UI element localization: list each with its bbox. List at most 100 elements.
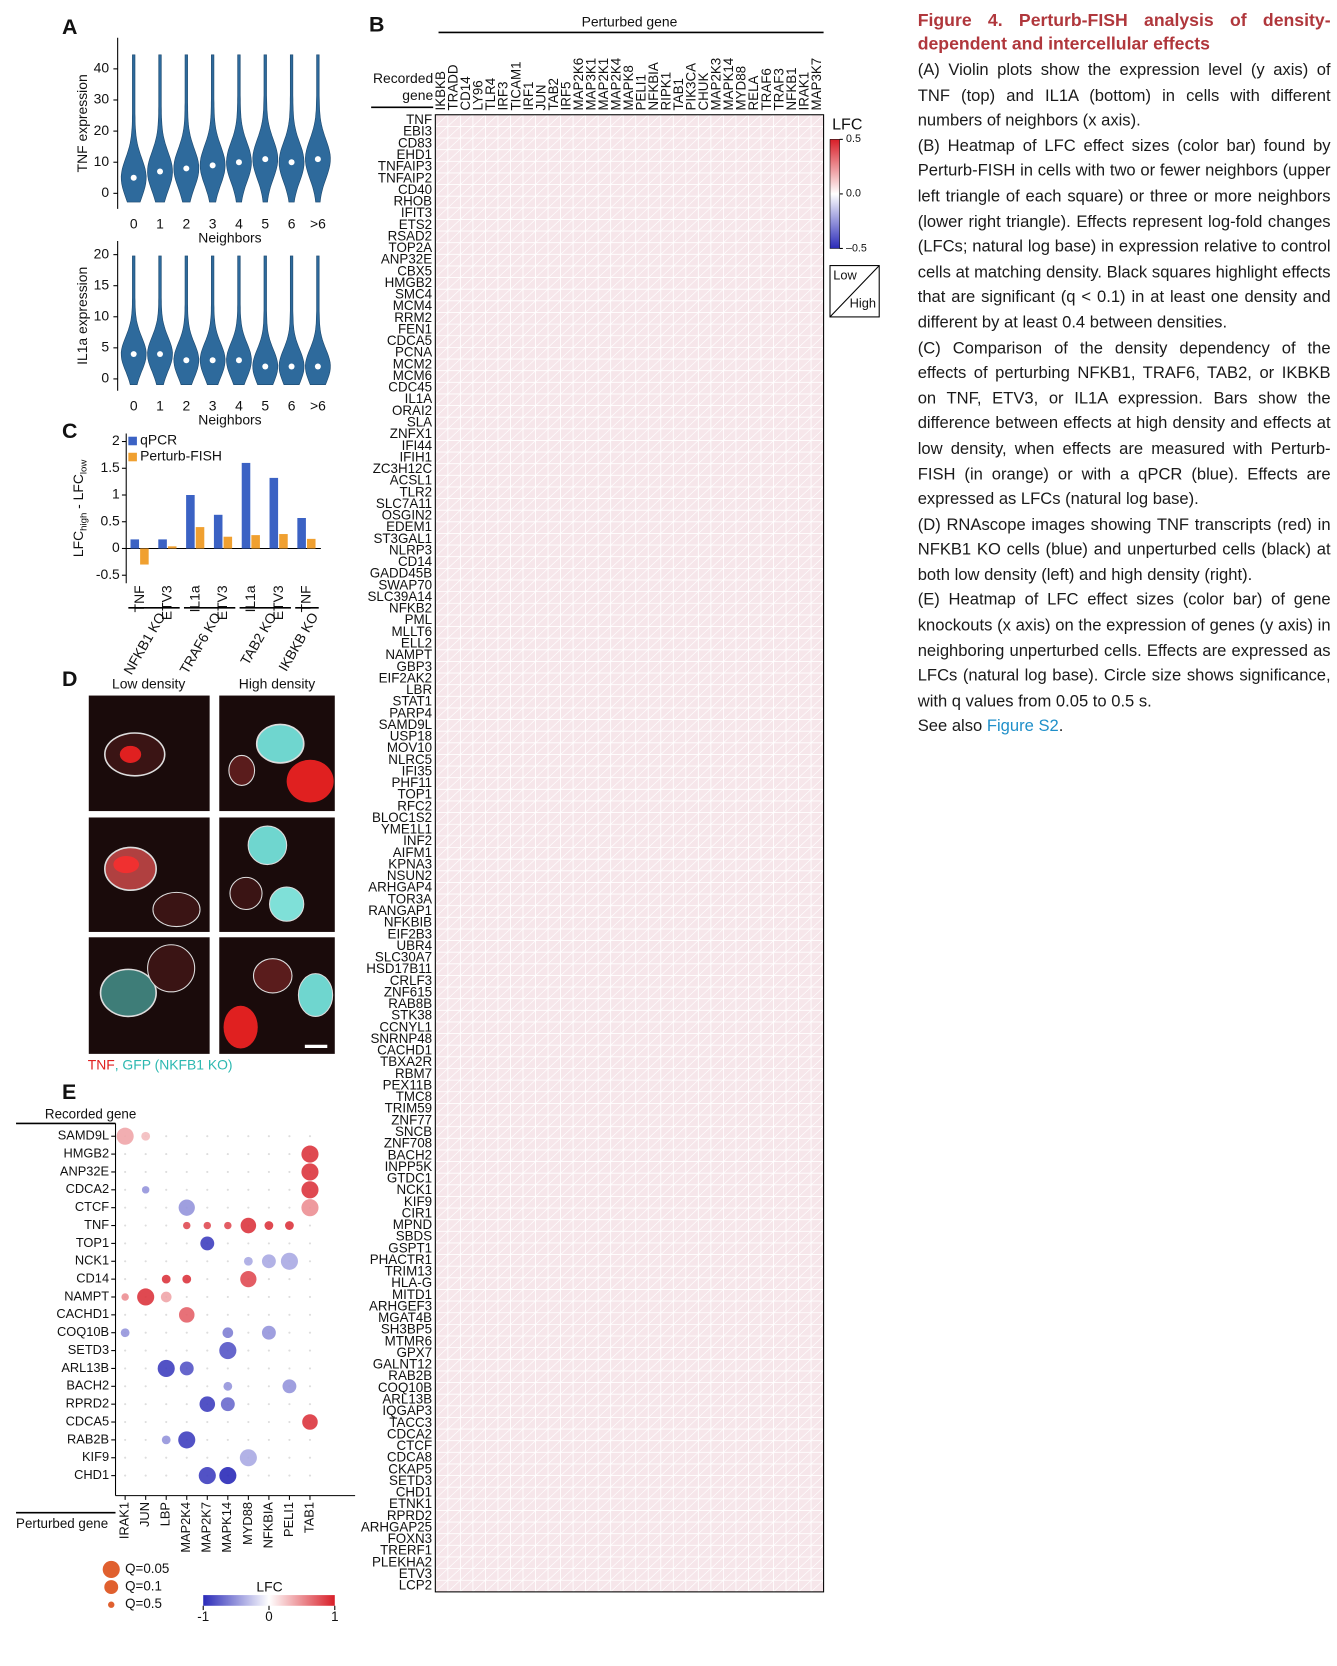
grid-dot	[124, 1349, 127, 1352]
dot	[239, 1449, 257, 1467]
triangle-legend-label: Low	[833, 268, 857, 283]
violin	[147, 255, 173, 386]
row-label: TOP2A	[389, 240, 433, 255]
dot	[282, 1379, 297, 1394]
violin	[278, 54, 305, 203]
grid-dot	[247, 1420, 250, 1424]
panel-label: D	[62, 667, 77, 691]
grid-dot	[165, 1224, 168, 1227]
row-label: CDCA2	[387, 1426, 432, 1441]
row-label: FOXN3	[388, 1531, 433, 1546]
grid-dot	[226, 1295, 229, 1299]
grid-dot	[185, 1420, 188, 1424]
grid-dot	[247, 1170, 250, 1174]
grid-dot	[247, 1295, 250, 1299]
y-tick-label: 5	[101, 339, 109, 355]
x-tick-label: TNF	[131, 585, 147, 612]
grid-dot	[165, 1331, 168, 1334]
column-label: MAP2K6	[571, 58, 586, 111]
grid-dot	[308, 1349, 312, 1352]
dot	[285, 1221, 294, 1230]
colorbar-tick-label: -1	[197, 1609, 209, 1624]
row-label: ANP32E	[60, 1163, 109, 1178]
median	[183, 357, 190, 364]
y-label-part: high	[78, 513, 89, 531]
x-tick-label: IL1a	[186, 585, 202, 612]
figure-link[interactable]: Figure S2	[986, 717, 1059, 736]
grid-dot	[247, 1474, 250, 1477]
row-label: MTMR6	[385, 1333, 433, 1348]
grid-dot	[226, 1188, 229, 1191]
size-legend-dot	[102, 1560, 120, 1578]
grid-dot	[206, 1170, 209, 1174]
row-label: ETS2	[399, 217, 432, 232]
row-label: TOR3A	[388, 891, 432, 906]
dot	[220, 1397, 235, 1412]
grid-dot	[226, 1153, 229, 1156]
grid-dot	[308, 1242, 312, 1245]
y-tick-label: 2	[112, 432, 120, 448]
column-label: IRAK1	[796, 72, 811, 111]
legend-label: Perturb-FISH	[140, 448, 222, 464]
grid-dot	[247, 1188, 250, 1191]
grid-dot	[226, 1242, 229, 1245]
row-label: EBI3	[403, 124, 432, 139]
row-label: TNF	[406, 112, 432, 127]
grid-dot	[267, 1474, 270, 1477]
text: See also	[917, 717, 987, 736]
grid-dot	[165, 1349, 168, 1352]
column-label: MAPK14	[219, 1502, 234, 1553]
row-label: TRERF1	[380, 1543, 432, 1558]
cell	[152, 891, 201, 928]
dot	[301, 1199, 319, 1217]
row-label: NAMPT	[385, 647, 432, 662]
row-label: GADD45B	[370, 566, 432, 581]
row-label: TBXA2R	[380, 1054, 432, 1069]
row-label: PML	[405, 612, 432, 627]
grid-dot	[206, 1206, 209, 1209]
median	[157, 168, 164, 175]
grid-dot	[226, 1420, 229, 1424]
row-label: TLR2	[399, 484, 432, 499]
grid-dot	[247, 1206, 250, 1209]
grid-dot	[124, 1170, 127, 1174]
row-label: GBP3	[396, 659, 432, 674]
row-label: SWAP70	[378, 577, 432, 592]
grid-dot	[267, 1313, 270, 1316]
grid-dot	[247, 1403, 250, 1406]
row-label: RFC2	[397, 798, 432, 813]
grid-dot	[288, 1331, 291, 1334]
row-label: CD14	[398, 554, 433, 569]
median	[183, 165, 190, 172]
grid-dot	[206, 1188, 209, 1191]
y-title: Recorded	[373, 70, 433, 86]
y-tick-label: 0	[112, 539, 120, 555]
grid-dot	[308, 1438, 312, 1441]
row-label: RAB2B	[388, 1368, 432, 1383]
row-label: NAMPT	[64, 1288, 109, 1303]
row-label: MCM2	[393, 356, 432, 371]
grid-dot	[226, 1170, 229, 1174]
row-label: OSGIN2	[382, 508, 432, 523]
caption-paragraph: (B) Heatmap of LFC effect sizes (color b…	[917, 136, 1331, 332]
row-label: KIF9	[82, 1449, 109, 1464]
column-label: MAP3K1	[583, 58, 598, 111]
column-label: NFKBIA	[260, 1502, 275, 1549]
violin	[147, 54, 173, 203]
x-tick-label: IL1a	[242, 585, 258, 612]
row-label: PLEKHA2	[372, 1554, 432, 1569]
dot	[219, 1342, 237, 1360]
row-label: UBR4	[396, 938, 432, 953]
row-label: BACH2	[388, 1147, 433, 1162]
grid-dot	[226, 1135, 229, 1138]
grid-dot	[185, 1295, 188, 1299]
grid-dot	[144, 1420, 147, 1424]
median	[157, 351, 164, 358]
row-label: ZNF708	[384, 1136, 432, 1151]
image-label: Low density	[112, 676, 185, 692]
row-label: SBDS	[396, 1229, 432, 1244]
row-label: COQ10B	[378, 1380, 432, 1395]
grid-dot	[267, 1438, 270, 1441]
legend-tnf: TNF	[88, 1056, 115, 1072]
grid-dot	[165, 1385, 168, 1388]
